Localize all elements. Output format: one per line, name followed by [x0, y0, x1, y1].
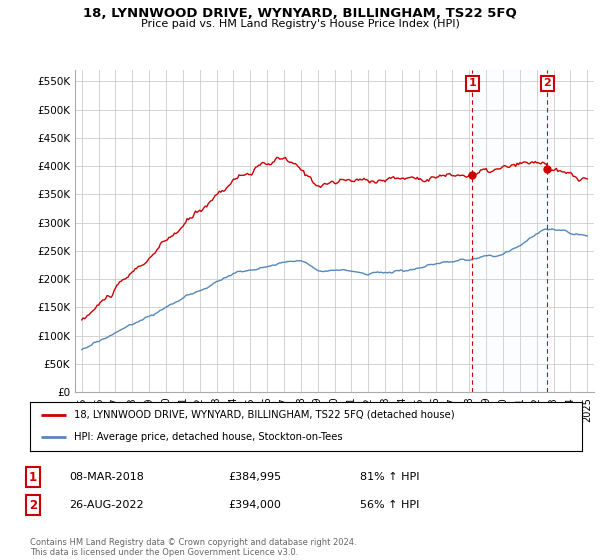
- Text: Price paid vs. HM Land Registry's House Price Index (HPI): Price paid vs. HM Land Registry's House …: [140, 19, 460, 29]
- Text: 1: 1: [29, 470, 37, 484]
- Text: Contains HM Land Registry data © Crown copyright and database right 2024.
This d: Contains HM Land Registry data © Crown c…: [30, 538, 356, 557]
- Text: 1: 1: [469, 78, 476, 88]
- Text: 2: 2: [544, 78, 551, 88]
- Text: 08-MAR-2018: 08-MAR-2018: [69, 472, 144, 482]
- Bar: [472, 70, 547, 392]
- Text: 18, LYNNWOOD DRIVE, WYNYARD, BILLINGHAM, TS22 5FQ: 18, LYNNWOOD DRIVE, WYNYARD, BILLINGHAM,…: [83, 7, 517, 20]
- Text: HPI: Average price, detached house, Stockton-on-Tees: HPI: Average price, detached house, Stoc…: [74, 432, 343, 442]
- Text: £384,995: £384,995: [228, 472, 281, 482]
- Text: 18, LYNNWOOD DRIVE, WYNYARD, BILLINGHAM, TS22 5FQ (detached house): 18, LYNNWOOD DRIVE, WYNYARD, BILLINGHAM,…: [74, 410, 455, 420]
- Text: 2: 2: [29, 498, 37, 512]
- Text: 81% ↑ HPI: 81% ↑ HPI: [360, 472, 419, 482]
- Text: 56% ↑ HPI: 56% ↑ HPI: [360, 500, 419, 510]
- Text: 26-AUG-2022: 26-AUG-2022: [69, 500, 143, 510]
- Text: £394,000: £394,000: [228, 500, 281, 510]
